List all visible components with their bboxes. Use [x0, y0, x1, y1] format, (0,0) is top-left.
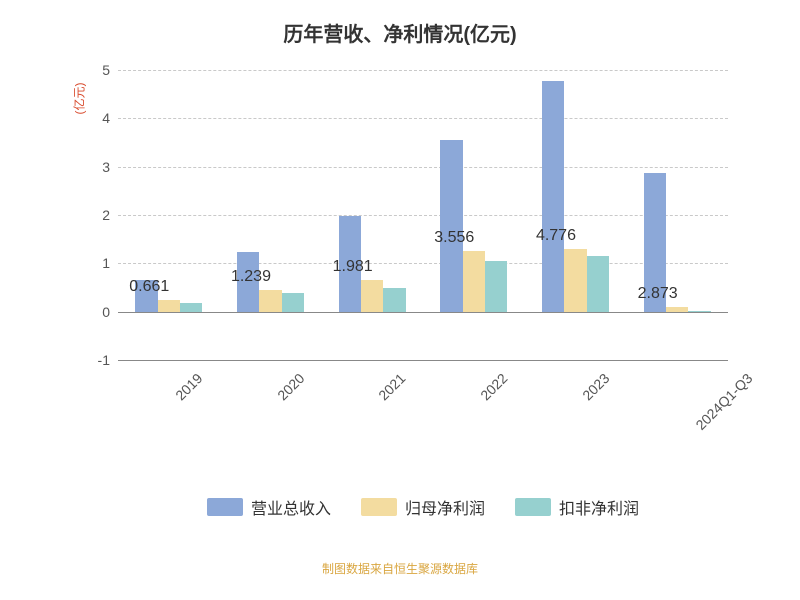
bar [440, 140, 462, 312]
y-tick-label: 0 [102, 304, 110, 320]
y-tick-label: 4 [102, 110, 110, 126]
legend-swatch [361, 498, 397, 516]
y-tick-label: 2 [102, 207, 110, 223]
value-label: 0.661 [129, 278, 169, 296]
bar [259, 290, 281, 312]
y-tick-label: 1 [102, 255, 110, 271]
chart-footer: 制图数据来自恒生聚源数据库 [0, 560, 800, 577]
legend-swatch [207, 498, 243, 516]
legend-label: 营业总收入 [251, 495, 331, 519]
value-label: 4.776 [536, 227, 576, 245]
bar [180, 303, 202, 312]
chart-plot-area: -1012345201920202021202220232024Q1-Q30.6… [118, 70, 728, 360]
grid-line [118, 263, 728, 264]
bar [463, 251, 485, 311]
legend-item: 扣非净利润 [515, 495, 639, 519]
x-tick-label: 2023 [579, 370, 612, 403]
chart-title: 历年营收、净利情况(亿元) [0, 0, 800, 47]
grid-line [118, 118, 728, 119]
legend-swatch [515, 498, 551, 516]
value-label: 1.239 [231, 268, 271, 286]
y-tick-label: 5 [102, 62, 110, 78]
x-tick-label: 2021 [375, 370, 408, 403]
grid-line [118, 360, 728, 361]
bar [587, 256, 609, 312]
legend-label: 扣非净利润 [559, 495, 639, 519]
x-tick-label: 2022 [477, 370, 510, 403]
grid-line [118, 215, 728, 216]
legend-item: 营业总收入 [207, 495, 331, 519]
bar [564, 249, 586, 312]
legend-label: 归母净利润 [405, 495, 485, 519]
bar [158, 300, 180, 312]
legend-item: 归母净利润 [361, 495, 485, 519]
x-tick-label: 2019 [172, 370, 205, 403]
x-tick-label: 2024Q1-Q3 [693, 370, 756, 433]
bar [485, 261, 507, 312]
grid-line [118, 70, 728, 71]
grid-line [118, 167, 728, 168]
value-label: 1.981 [333, 258, 373, 276]
x-tick-label: 2020 [274, 370, 307, 403]
y-tick-label: -1 [98, 352, 110, 368]
value-label: 3.556 [434, 229, 474, 247]
bar [542, 81, 564, 312]
chart-legend: 营业总收入 归母净利润 扣非净利润 [118, 495, 728, 519]
value-label: 2.873 [638, 285, 678, 303]
bar [383, 288, 405, 312]
bar [282, 293, 304, 311]
zero-axis [118, 312, 728, 313]
y-axis-label: (亿元) [71, 83, 88, 115]
bar [361, 280, 383, 311]
y-tick-label: 3 [102, 159, 110, 175]
